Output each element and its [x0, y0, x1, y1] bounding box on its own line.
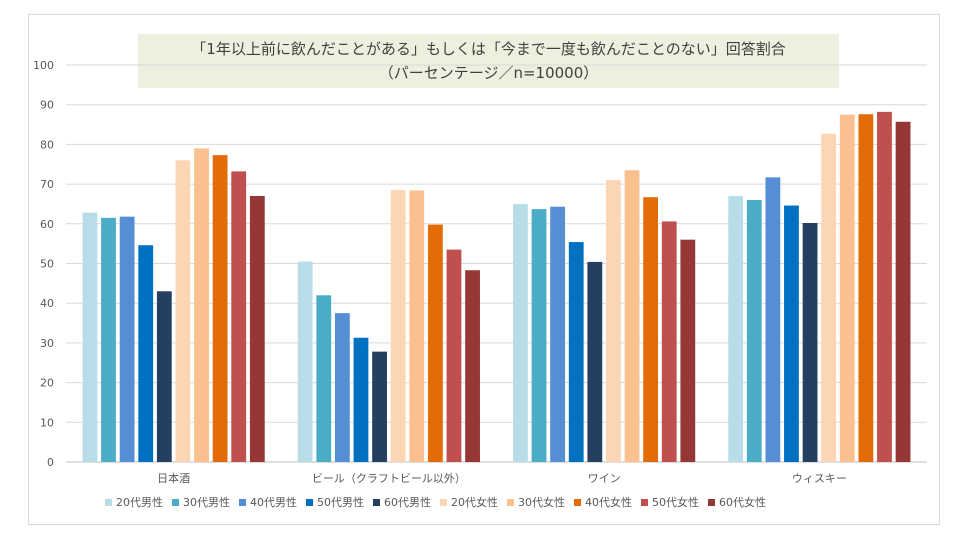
bar — [465, 270, 480, 462]
y-tick-label: 30 — [40, 337, 54, 350]
bar — [390, 190, 406, 462]
bar — [765, 177, 781, 462]
legend-item: 40代男性 — [239, 494, 297, 510]
legend-label: 40代女性 — [585, 496, 632, 509]
bar — [746, 199, 762, 463]
bar — [531, 209, 547, 462]
legend-swatch — [507, 498, 514, 506]
chart-title-box: 「1年以上前に飲んだことがある」もしくは「今まで一度も飲んだことのない」回答割合… — [138, 34, 839, 88]
legend-label: 40代男性 — [250, 496, 297, 509]
bar — [231, 171, 247, 462]
x-category-label: ビール（クラフトビール以外） — [312, 472, 466, 485]
bar — [194, 148, 209, 462]
legend-swatch — [306, 498, 313, 506]
y-tick-label: 70 — [40, 178, 54, 191]
bar — [821, 133, 837, 462]
bar — [212, 155, 228, 462]
legend-item: 30代女性 — [507, 494, 565, 510]
y-tick-label: 0 — [47, 456, 54, 469]
x-category-label: ワイン — [588, 472, 621, 485]
bar — [877, 111, 892, 462]
legend-swatch — [239, 498, 246, 506]
bar — [858, 114, 874, 462]
bar — [101, 217, 116, 462]
legend-item: 60代女性 — [708, 494, 766, 510]
legend-item: 20代男性 — [105, 494, 163, 510]
bar — [82, 212, 98, 462]
legend-item: 60代男性 — [373, 494, 431, 510]
legend-swatch — [440, 498, 447, 506]
bar — [372, 351, 387, 462]
bar — [661, 221, 677, 462]
bar — [334, 313, 350, 462]
bar — [138, 245, 154, 462]
legend-item: 20代女性 — [440, 494, 498, 510]
legend-item: 40代女性 — [574, 494, 632, 510]
legend-swatch — [641, 498, 648, 506]
legend-item: 50代男性 — [306, 494, 364, 510]
bar — [587, 261, 603, 462]
bar — [606, 180, 621, 462]
bar — [784, 205, 799, 462]
x-category-label: 日本酒 — [157, 471, 190, 485]
x-category-label: ウィスキー — [792, 472, 847, 485]
bar — [550, 206, 566, 462]
legend-swatch — [373, 498, 380, 506]
bar — [175, 160, 191, 462]
bar — [316, 295, 332, 462]
bar — [427, 224, 443, 462]
legend-label: 50代男性 — [317, 496, 364, 509]
bar — [680, 239, 696, 462]
bar — [297, 261, 313, 462]
legend-label: 20代女性 — [451, 496, 498, 509]
bar — [513, 203, 528, 462]
y-tick-label: 50 — [40, 258, 54, 271]
bar — [568, 242, 584, 462]
bar — [728, 196, 744, 462]
bar — [446, 249, 462, 462]
bar — [624, 170, 640, 462]
legend-swatch — [708, 498, 715, 506]
bar — [353, 337, 369, 462]
legend-swatch — [105, 498, 112, 506]
bar — [839, 114, 855, 462]
legend-label: 30代女性 — [518, 496, 565, 509]
legend-label: 20代男性 — [116, 496, 163, 509]
legend-label: 60代男性 — [384, 496, 431, 509]
y-tick-label: 90 — [40, 99, 54, 112]
bar — [802, 223, 818, 462]
bar — [249, 196, 265, 462]
chart-title: 「1年以上前に飲んだことがある」もしくは「今まで一度も飲んだことのない」回答割合 — [191, 40, 786, 58]
bar — [156, 291, 172, 462]
y-tick-label: 60 — [40, 218, 54, 231]
legend-label: 50代女性 — [652, 496, 699, 509]
legend-swatch — [172, 498, 179, 506]
legend-label: 30代男性 — [183, 496, 230, 509]
bar — [643, 197, 659, 463]
legend-item: 50代女性 — [641, 494, 699, 510]
bar — [409, 190, 425, 462]
legend-item: 30代男性 — [172, 494, 230, 510]
y-tick-label: 80 — [40, 138, 54, 151]
chart-subtitle: （パーセンテージ／n=10000） — [378, 64, 599, 82]
legend-swatch — [574, 498, 581, 506]
y-tick-label: 10 — [40, 416, 54, 429]
y-tick-label: 20 — [40, 377, 54, 390]
bar — [119, 216, 135, 462]
y-tick-label: 40 — [40, 297, 54, 310]
y-tick-label: 100 — [33, 59, 54, 72]
bar — [895, 121, 911, 463]
legend-label: 60代女性 — [719, 496, 766, 509]
chart-legend: 20代男性 30代男性 40代男性 50代男性 60代男性 20代女性 30代女性 40代女性… — [105, 494, 766, 510]
